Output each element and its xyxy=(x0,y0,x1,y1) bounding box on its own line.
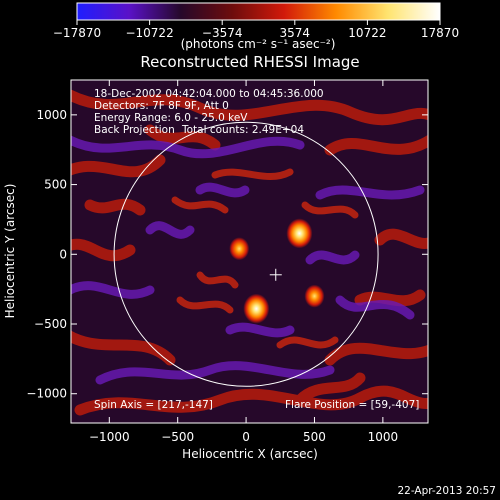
annotation-method: Back Projection xyxy=(94,124,175,136)
y-tick-label: 0 xyxy=(59,247,67,261)
y-tick-label: 1000 xyxy=(36,108,67,122)
annotation-flare-position: Flare Position = [59,-407] xyxy=(285,399,419,411)
annotation-detectors: Detectors: 7F 8F 9F, Att 0 xyxy=(94,100,229,112)
colorbar-tick-label: 10722 xyxy=(348,26,386,40)
x-axis-label: Heliocentric X (arcsec) xyxy=(182,447,318,461)
y-tick-label: −1000 xyxy=(26,387,67,401)
x-axis-ticks: −1000 −500 0 500 1000 xyxy=(89,80,398,444)
solar-disk-circle xyxy=(113,121,379,387)
colorbar-ticks: −17870 −10722 −3574 3574 10722 17870 xyxy=(53,20,459,40)
source-blob xyxy=(304,284,325,308)
y-tick-label: −500 xyxy=(34,317,67,331)
source-blob xyxy=(229,237,250,261)
colorbar-tick-label: 3574 xyxy=(280,26,311,40)
footer-date: 22-Apr-2013 20:57 xyxy=(397,485,496,497)
y-axis-ticks: −1000 −500 0 500 1000 xyxy=(26,108,428,401)
colorbar-tick-label: −10722 xyxy=(125,26,173,40)
sources xyxy=(229,218,325,324)
chart-title: Reconstructed RHESSI Image xyxy=(140,53,359,71)
source-blob xyxy=(286,218,313,249)
colorbar-tick-label: −17870 xyxy=(53,26,101,40)
colorbar-unit-label: (photons cm⁻² s⁻¹ asec⁻²) xyxy=(181,37,336,51)
annotation-time-range: 18-Dec-2002 04:42:04.000 to 04:45:36.000 xyxy=(94,88,324,100)
fringe-pattern xyxy=(71,89,428,416)
y-axis-label: Heliocentric Y (arcsec) xyxy=(3,184,17,319)
source-blob xyxy=(243,293,270,324)
annotation-total-counts: Total counts: 2.49E+04 xyxy=(181,124,304,136)
x-tick-label: 500 xyxy=(303,430,326,444)
plot-area: 18-Dec-2002 04:42:04.000 to 04:45:36.000… xyxy=(70,79,429,424)
spin-axis-marker xyxy=(269,268,282,281)
colorbar-gradient xyxy=(76,2,441,21)
x-tick-label: −500 xyxy=(161,430,194,444)
y-tick-label: 500 xyxy=(44,178,67,192)
annotation-energy-range: Energy Range: 6.0 - 25.0 keV xyxy=(94,112,248,124)
x-tick-label: 0 xyxy=(242,430,250,444)
colorbar-tick-label: −3574 xyxy=(202,26,243,40)
annotation-spin-axis: Spin Axis = [217,-147] xyxy=(94,399,213,411)
colorbar: −17870 −10722 −3574 3574 10722 17870 (photons… xyxy=(53,2,459,51)
colorbar-tick-label: 17870 xyxy=(421,26,459,40)
x-tick-label: −1000 xyxy=(89,430,130,444)
x-tick-label: 1000 xyxy=(368,430,399,444)
plot-frame xyxy=(70,79,429,424)
